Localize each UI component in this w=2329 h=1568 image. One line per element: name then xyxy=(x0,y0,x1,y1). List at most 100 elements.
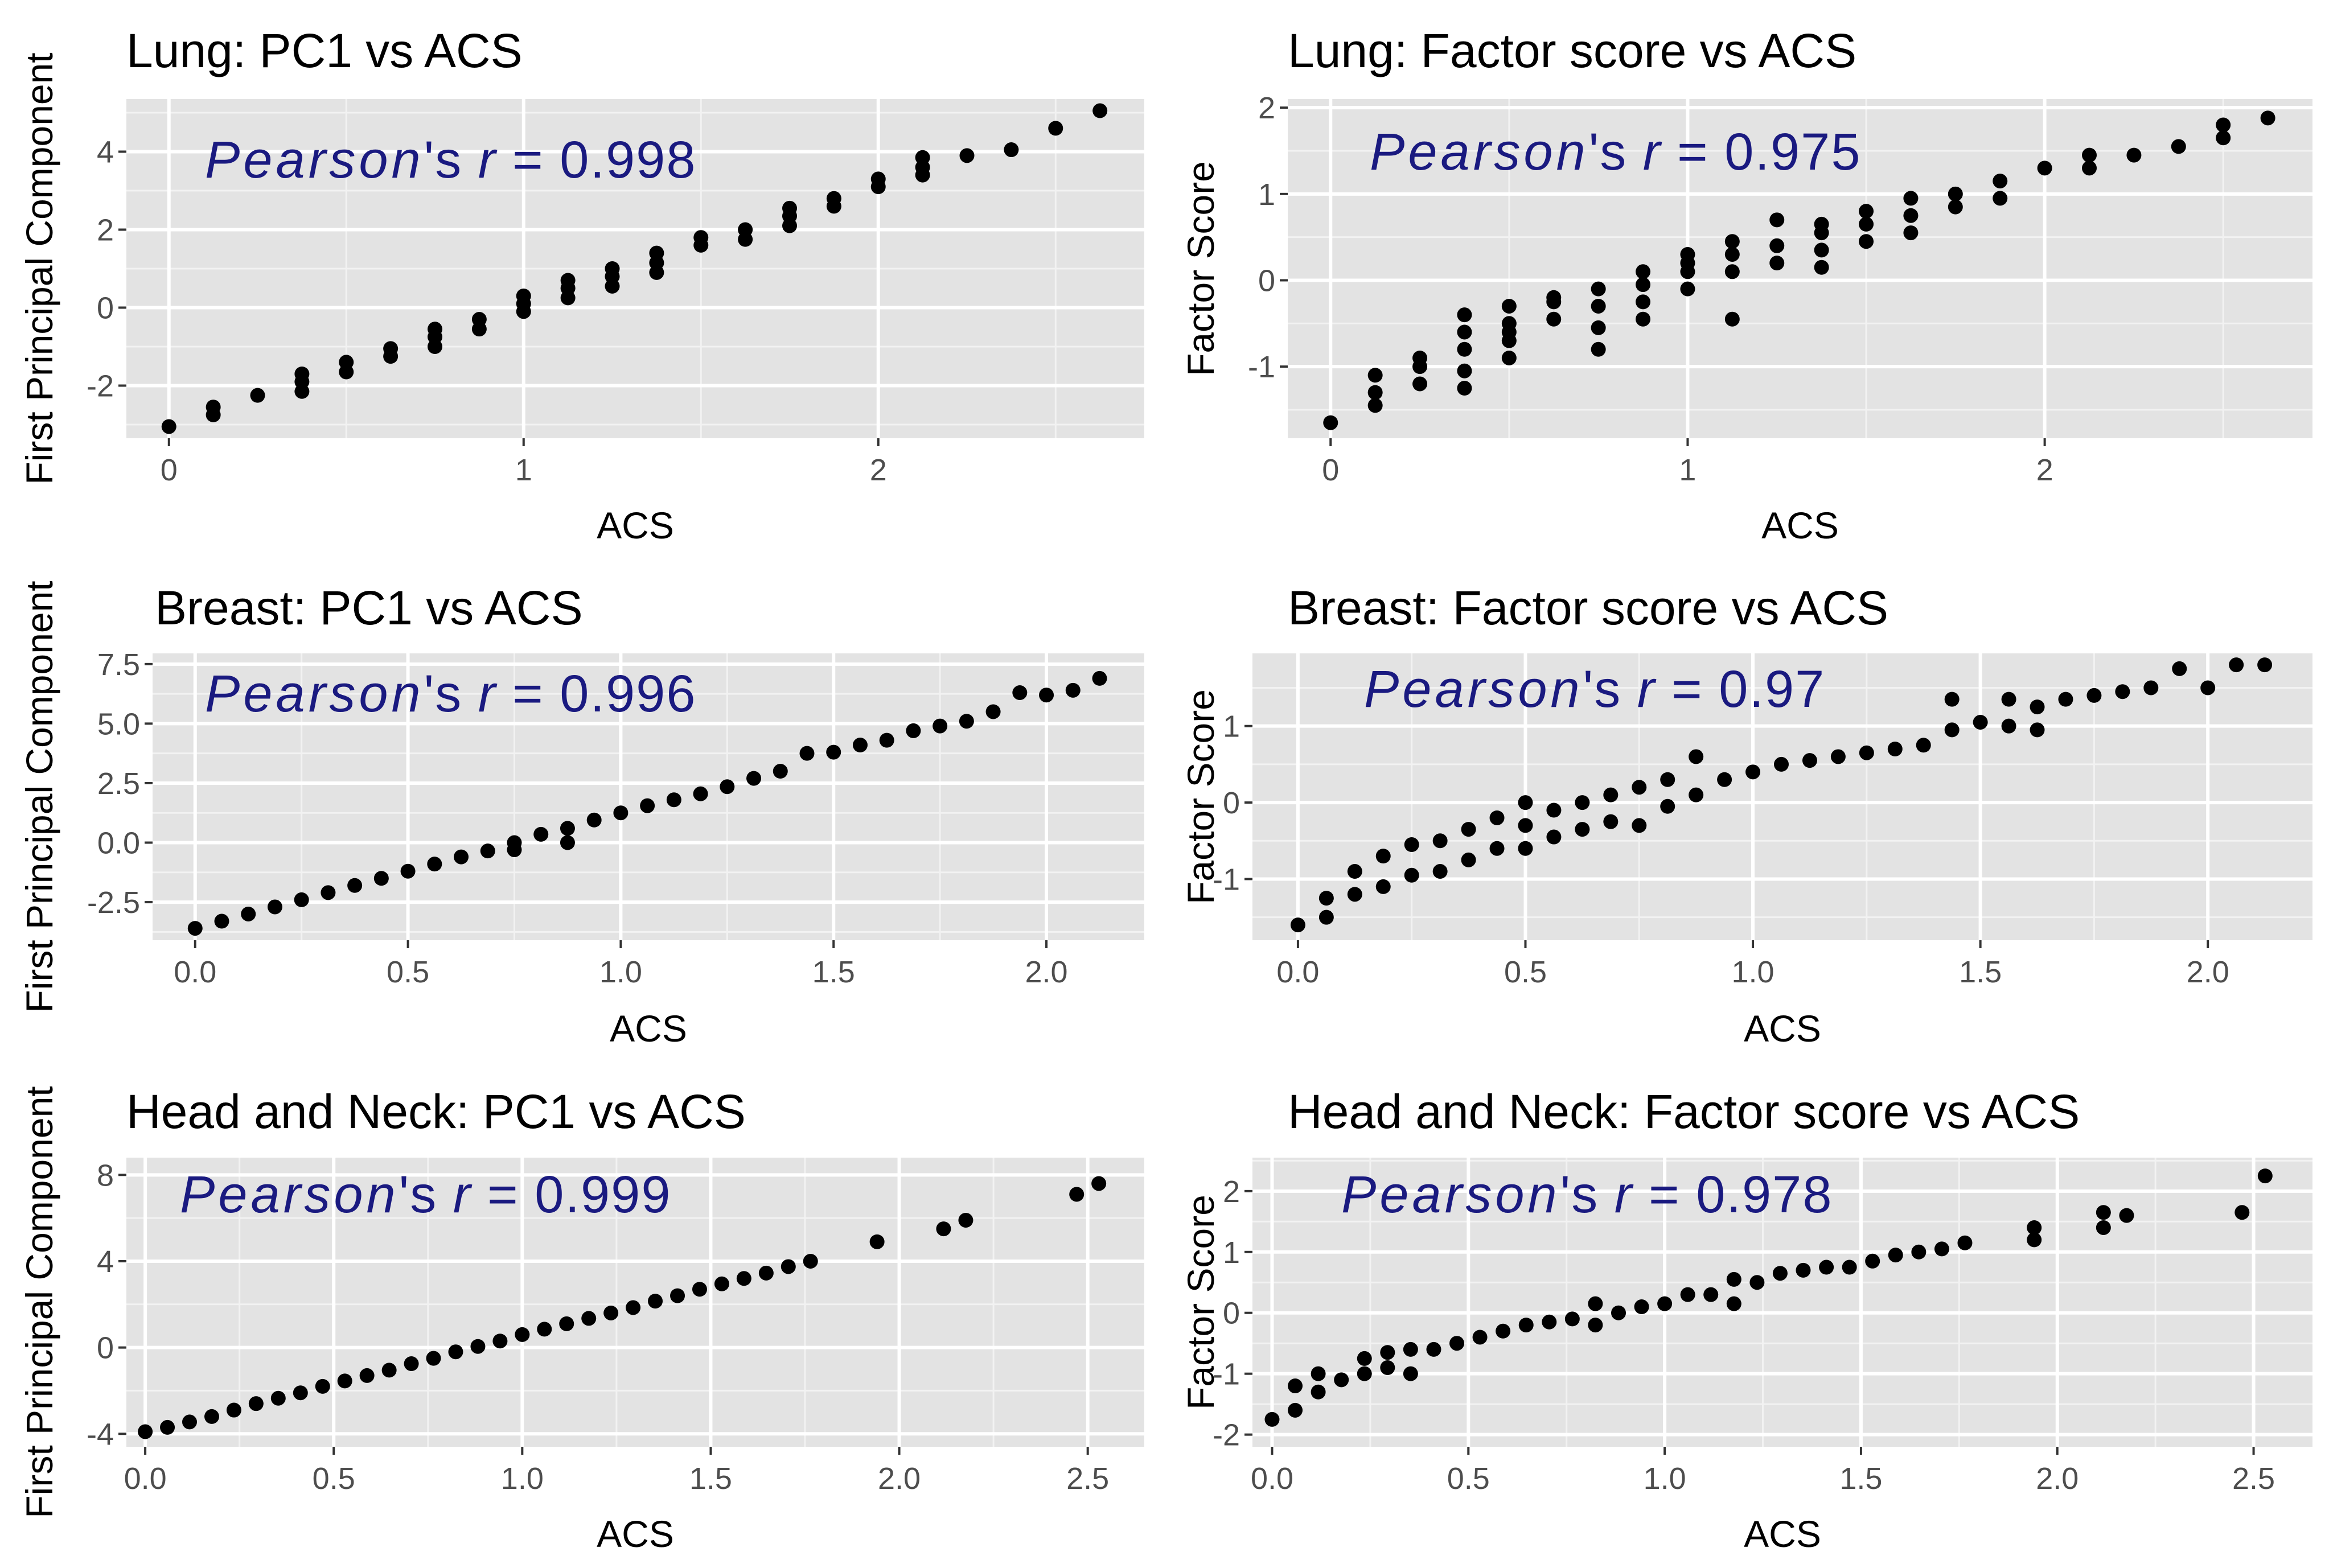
data-point xyxy=(1357,1351,1372,1366)
data-point xyxy=(339,355,354,370)
data-point xyxy=(1636,311,1651,327)
y-axis-label: First Principal Component xyxy=(18,52,60,484)
pearson-possessive: 's xyxy=(1560,1166,1615,1224)
x-tick-label: 2.5 xyxy=(2232,1462,2275,1496)
data-point xyxy=(826,744,841,760)
data-point xyxy=(1347,864,1362,879)
chart-title: Lung: PC1 vs ACS xyxy=(126,24,523,77)
data-point xyxy=(2200,680,2216,695)
data-point xyxy=(1724,311,1740,327)
y-tick-label: 0.0 xyxy=(97,826,140,861)
data-point xyxy=(1380,1345,1395,1360)
y-tick-label: 4 xyxy=(97,135,114,169)
data-point xyxy=(1588,1318,1603,1333)
data-point xyxy=(1432,864,1448,879)
y-axis-label: Factor Score xyxy=(1180,1195,1222,1410)
y-tick-label: 1 xyxy=(1223,710,1240,744)
data-point xyxy=(1404,837,1419,852)
chart-title: Lung: Factor score vs ACS xyxy=(1288,24,1856,77)
data-point xyxy=(270,1390,286,1406)
data-point xyxy=(480,843,495,859)
data-point xyxy=(1546,311,1562,327)
x-tick-label: 1 xyxy=(1679,453,1696,487)
data-point xyxy=(560,273,576,288)
y-axis-label: First Principal Component xyxy=(18,581,60,1013)
data-point xyxy=(1632,780,1647,795)
data-point xyxy=(1680,281,1695,297)
data-point xyxy=(714,1276,729,1291)
data-point xyxy=(2027,1220,2042,1235)
plot-background xyxy=(1252,653,2312,940)
data-point xyxy=(1403,1341,1418,1357)
data-point xyxy=(648,1294,663,1309)
data-point xyxy=(2030,722,2045,738)
data-point xyxy=(736,1271,751,1286)
data-point xyxy=(1903,191,1919,206)
x-tick-label: 0.0 xyxy=(1251,1462,1293,1496)
x-tick-label: 0.5 xyxy=(1447,1462,1490,1496)
data-point xyxy=(1092,670,1107,686)
data-point xyxy=(1591,298,1606,314)
pearson-r-symbol: r xyxy=(1615,1166,1634,1224)
y-tick-label: -2 xyxy=(87,369,114,404)
data-point xyxy=(1634,1299,1649,1315)
data-point xyxy=(1859,745,1874,760)
data-point xyxy=(1689,749,1704,764)
data-point xyxy=(1367,368,1383,383)
x-tick-label: 0 xyxy=(1322,453,1339,487)
data-point xyxy=(404,1356,419,1372)
data-point xyxy=(1457,363,1472,378)
x-tick-label: 1.0 xyxy=(1644,1462,1686,1496)
data-point xyxy=(1865,1253,1880,1269)
x-tick-label: 0.0 xyxy=(174,955,216,989)
data-point xyxy=(693,786,708,801)
y-tick-label: 1 xyxy=(1223,1236,1240,1270)
x-tick-label: 1.0 xyxy=(1732,955,1775,989)
data-point xyxy=(1948,186,1963,201)
data-point xyxy=(906,723,921,738)
data-point xyxy=(933,718,948,734)
data-point xyxy=(448,1344,463,1360)
data-point xyxy=(2001,692,2016,707)
data-point xyxy=(586,812,602,828)
data-point xyxy=(959,148,975,163)
data-point xyxy=(1591,320,1606,335)
data-point xyxy=(182,1414,197,1430)
x-tick-label: 1 xyxy=(515,453,532,487)
x-tick-label: 2 xyxy=(2036,453,2053,487)
data-point xyxy=(959,714,974,729)
data-point xyxy=(1367,385,1383,400)
data-point xyxy=(347,878,363,893)
x-tick-label: 0.0 xyxy=(124,1462,167,1496)
x-axis-label: ACS xyxy=(610,1007,687,1050)
data-point xyxy=(758,1265,774,1281)
x-tick-label: 2 xyxy=(870,453,887,487)
pearson-value: = 0.978 xyxy=(1633,1166,1833,1224)
pearson-possessive: 's xyxy=(399,1166,453,1224)
data-point xyxy=(1039,688,1054,703)
data-point xyxy=(2143,680,2159,695)
chart-title: Breast: PC1 vs ACS xyxy=(155,581,583,635)
data-point xyxy=(1004,142,1019,158)
data-point xyxy=(826,191,841,206)
data-point xyxy=(2126,147,2142,163)
data-point xyxy=(666,792,681,808)
data-point xyxy=(1911,1244,1927,1260)
data-point xyxy=(1802,753,1817,768)
data-point xyxy=(1518,818,1533,833)
data-point xyxy=(782,200,798,216)
data-point xyxy=(321,885,336,900)
data-point xyxy=(1457,381,1472,396)
data-point xyxy=(1501,350,1517,365)
data-point xyxy=(160,1419,175,1435)
data-point xyxy=(1412,376,1428,392)
pearson-label: Pearson xyxy=(1341,1166,1560,1224)
data-point xyxy=(515,1327,530,1342)
data-point xyxy=(1457,307,1472,323)
x-tick-label: 0.5 xyxy=(313,1462,355,1496)
data-point xyxy=(2096,1205,2111,1220)
y-tick-label: -2.5 xyxy=(87,886,140,920)
data-point xyxy=(2260,110,2275,126)
data-point xyxy=(2096,1220,2111,1235)
pearson-annotation: Pearson's r = 0.975 xyxy=(1370,123,1862,181)
